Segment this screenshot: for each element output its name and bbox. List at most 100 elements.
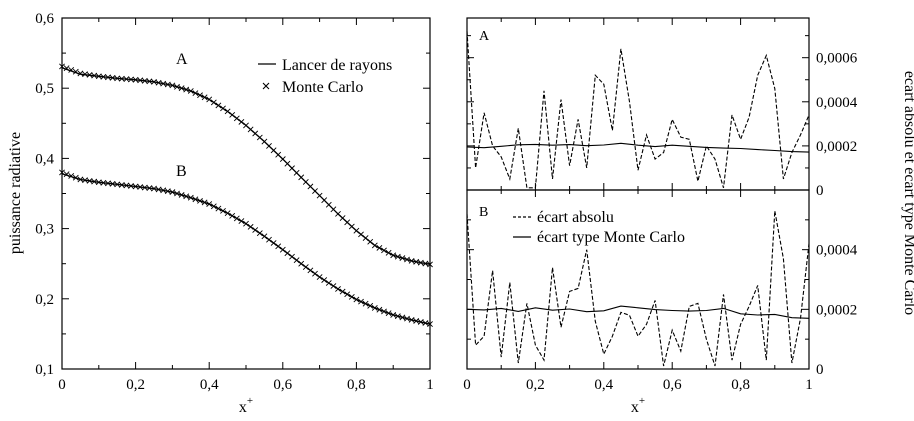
monte-carlo-point: [330, 206, 337, 213]
monte-carlo-point: [376, 306, 383, 313]
monte-carlo-point: [206, 201, 213, 207]
left-plot-frame: [61, 17, 431, 370]
monte-carlo-point: [192, 90, 199, 97]
x-tick-label: 0,8: [347, 377, 366, 393]
monte-carlo-point: [266, 143, 272, 149]
monte-carlo-point: [408, 257, 415, 264]
monte-carlo-point: [307, 267, 314, 274]
monte-carlo-point: [270, 240, 277, 246]
y-tick-label: 0,0004: [816, 243, 858, 259]
x-tick-label: 0,4: [200, 377, 219, 393]
y-tick-label: 0: [816, 183, 824, 199]
y-tick-label: 0,2: [35, 292, 54, 308]
monte-carlo-point: [302, 178, 309, 185]
monte-carlo-point: [266, 236, 272, 243]
left-x-axis-label: x+: [239, 395, 253, 416]
y-tick-label: 0,0002: [816, 139, 857, 155]
monte-carlo-point: [371, 305, 378, 311]
monte-carlo-point: [233, 115, 240, 122]
monte-carlo-point: [178, 85, 185, 92]
x-tick-label: 0,6: [663, 377, 682, 393]
monte-carlo-point: [86, 71, 93, 78]
monte-carlo-point: [174, 83, 180, 90]
series-line-B: [61, 173, 431, 325]
curve-label-a: A: [176, 51, 188, 68]
monte-carlo-point: [362, 300, 369, 307]
x-tick-label: 0,8: [731, 377, 750, 393]
monte-carlo-point: [270, 147, 277, 154]
monte-carlo-point: [91, 178, 98, 185]
y-tick-label: 0: [816, 362, 824, 378]
monte-carlo-point: [390, 312, 397, 318]
left-panel: 0 0,2 0,4 0,6 0,8 1 0,1 0,2 0,3 0,4 0,5 0,6 puissan…: [7, 11, 434, 416]
monte-carlo-point: [302, 264, 309, 270]
x-tick-label: 0: [463, 377, 471, 393]
y-tick-label: 0,0002: [816, 302, 857, 318]
monte-carlo-point: [404, 315, 410, 322]
monte-carlo-point: [155, 186, 162, 193]
monte-carlo-point: [298, 174, 305, 181]
monte-carlo-point: [321, 197, 328, 204]
y-tick-label: 0,3: [35, 222, 54, 238]
legend-label-monte-carlo: Monte Carlo: [282, 79, 363, 96]
monte-carlo-point: [298, 260, 305, 267]
monte-carlo-point: [339, 215, 346, 221]
monte-carlo-point: [312, 188, 318, 194]
legend-label-ecart-absolu: écart absolu: [537, 209, 614, 226]
monte-carlo-point: [164, 188, 171, 195]
monte-carlo-point: [224, 108, 231, 115]
left-plot-series: [59, 63, 433, 327]
monte-carlo-point: [353, 227, 360, 234]
monte-carlo-point: [123, 76, 130, 82]
monte-carlo-point: [128, 76, 134, 83]
panel-a-axis-ticks: 0 0,0002 0,0004 0,0006: [466, 18, 858, 199]
monte-carlo-point: [187, 88, 194, 94]
monte-carlo-point: [229, 111, 236, 118]
monte-carlo-point: [321, 277, 328, 283]
x-tick-label: 0,6: [273, 377, 292, 393]
monte-carlo-point: [367, 302, 374, 309]
ecart-absolu-line: [466, 210, 810, 367]
monte-carlo-point: [68, 67, 75, 73]
panel-a-frame: [466, 17, 810, 191]
monte-carlo-point: [399, 255, 406, 262]
x-tick-label: 0,2: [126, 377, 145, 393]
monte-carlo-point: [293, 257, 300, 264]
monte-carlo-point: [233, 215, 240, 222]
right-shared-y-axis-label: écart absolu et écart type Monte Carlo: [901, 71, 914, 315]
monte-carlo-point: [118, 75, 125, 82]
monte-carlo-point: [86, 177, 93, 184]
panel-a-label: A: [479, 29, 490, 44]
monte-carlo-point: [82, 177, 88, 184]
monte-carlo-point: [413, 258, 420, 265]
monte-carlo-point: [206, 96, 213, 103]
monte-carlo-point: [358, 298, 364, 305]
monte-carlo-point: [417, 259, 424, 266]
monte-carlo-point: [151, 78, 157, 85]
panel-b-frame: [466, 189, 810, 370]
monte-carlo-point: [307, 183, 314, 190]
monte-carlo-point: [404, 256, 410, 263]
monte-carlo-point: [422, 260, 429, 267]
panel-b-series: [466, 210, 810, 367]
legend-label-lancer-de-rayons: Lancer de rayons: [282, 57, 392, 74]
monte-carlo-point: [408, 316, 415, 323]
monte-carlo-point: [339, 288, 346, 295]
monte-carlo-point: [169, 82, 176, 89]
monte-carlo-point: [344, 219, 351, 226]
monte-carlo-point: [183, 86, 190, 93]
monte-carlo-point: [252, 227, 259, 233]
monte-carlo-point: [197, 92, 203, 99]
monte-carlo-point: [220, 207, 226, 214]
monte-carlo-point: [63, 171, 70, 178]
legend-x-marker-swatch: [262, 82, 270, 90]
x-tick-label: 1: [805, 377, 813, 393]
panel-b-label: B: [479, 205, 488, 220]
monte-carlo-point: [381, 308, 387, 315]
monte-carlo-point: [358, 231, 364, 238]
ecart-type-line: [466, 142, 810, 153]
monte-carlo-point: [422, 320, 429, 326]
panel-a-series: [466, 31, 810, 189]
